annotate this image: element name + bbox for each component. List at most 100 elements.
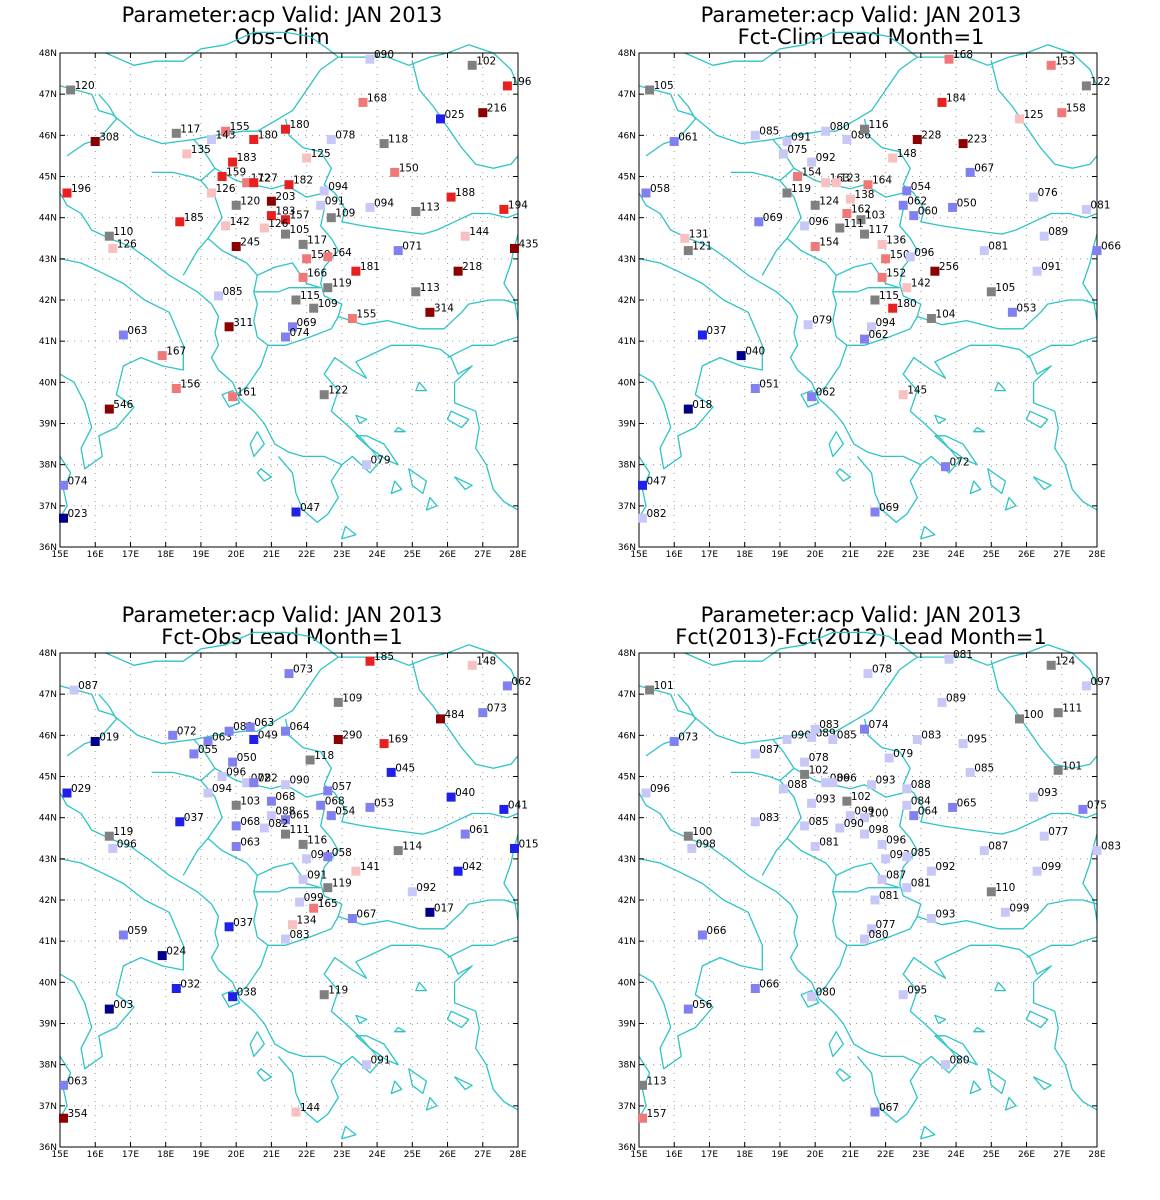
station-marker bbox=[231, 821, 241, 831]
station-value-label: 037 bbox=[233, 917, 253, 929]
station-value-label: 068 bbox=[275, 791, 295, 803]
station-value-label: 069 bbox=[879, 502, 899, 514]
station-marker bbox=[502, 81, 512, 91]
station-value-label: 115 bbox=[879, 290, 899, 302]
station-value-label: 119 bbox=[332, 278, 352, 290]
lon-tick-label: 21E bbox=[263, 550, 280, 560]
lat-tick-label: 45N bbox=[618, 173, 636, 183]
station-marker bbox=[365, 54, 375, 64]
station-marker bbox=[979, 846, 989, 856]
station-marker bbox=[821, 178, 831, 188]
map-panel: Parameter:acp Valid: JAN 2013 Fct-Clim L… bbox=[581, 0, 1141, 590]
station-marker bbox=[242, 778, 252, 788]
station-marker bbox=[228, 992, 238, 1002]
station-value-label: 131 bbox=[689, 228, 709, 240]
station-value-label: 024 bbox=[166, 946, 186, 958]
station-value-label: 120 bbox=[240, 195, 260, 207]
station-marker bbox=[411, 207, 421, 216]
station-marker bbox=[266, 211, 276, 221]
station-marker bbox=[870, 1107, 880, 1117]
station-marker bbox=[807, 157, 817, 167]
station-marker bbox=[407, 887, 417, 897]
lat-tick-label: 38N bbox=[618, 461, 636, 471]
station-value-label: 061 bbox=[678, 132, 698, 144]
map-canvas: 15E 16E 17E 18E 19E 20E 21E 22E 23E 24E 25E 26E 27E 2… bbox=[618, 31, 1121, 560]
station-marker bbox=[750, 130, 760, 140]
station-value-label: 093 bbox=[816, 793, 836, 805]
station-value-label: 166 bbox=[307, 267, 327, 279]
station-value-label: 062 bbox=[869, 329, 889, 341]
station-value-label: 110 bbox=[113, 226, 133, 238]
station-value-label: 073 bbox=[487, 703, 507, 715]
lon-tick-label: 19E bbox=[192, 550, 209, 560]
station-marker bbox=[66, 85, 76, 95]
station-value-label: 118 bbox=[314, 750, 334, 762]
station-value-label: 154 bbox=[802, 167, 822, 179]
station-marker bbox=[1046, 60, 1056, 70]
station-marker bbox=[926, 914, 936, 923]
station-value-label: 067 bbox=[356, 909, 376, 921]
station-value-label: 078 bbox=[872, 664, 892, 676]
station-marker bbox=[810, 200, 820, 210]
lat-tick-label: 36N bbox=[39, 543, 57, 553]
station-value-label: 069 bbox=[297, 317, 317, 329]
station-value-label: 067 bbox=[974, 162, 994, 174]
station-marker bbox=[245, 722, 255, 732]
station-value-label: 038 bbox=[237, 987, 257, 999]
station-marker bbox=[171, 984, 181, 993]
station-marker bbox=[860, 934, 869, 944]
station-marker bbox=[326, 811, 336, 821]
station-value-label: 081 bbox=[988, 241, 1008, 253]
station-value-label: 203 bbox=[275, 191, 295, 203]
station-marker bbox=[390, 167, 400, 177]
lon-tick-label: 22E bbox=[298, 1150, 315, 1160]
station-marker bbox=[305, 755, 315, 765]
station-marker bbox=[362, 460, 371, 470]
station-value-label: 105 bbox=[654, 80, 674, 92]
station-marker bbox=[323, 786, 333, 796]
station-marker bbox=[323, 252, 333, 262]
station-marker bbox=[62, 188, 72, 198]
station-marker bbox=[157, 351, 167, 361]
station-marker bbox=[641, 188, 651, 198]
lon-tick-label: 23E bbox=[912, 1150, 929, 1160]
station-marker bbox=[266, 796, 276, 806]
station-value-label: 119 bbox=[791, 183, 811, 195]
station-marker bbox=[902, 283, 912, 293]
station-marker bbox=[1029, 192, 1039, 202]
lat-tick-label: 42N bbox=[39, 896, 57, 906]
station-marker bbox=[182, 149, 192, 159]
lon-tick-label: 21E bbox=[842, 550, 859, 560]
station-marker bbox=[1081, 681, 1091, 691]
station-marker bbox=[365, 656, 375, 666]
station-marker bbox=[379, 139, 389, 149]
station-marker bbox=[436, 714, 445, 724]
station-value-label: 120 bbox=[75, 80, 95, 92]
station-value-label: 123 bbox=[840, 173, 860, 185]
station-marker bbox=[242, 178, 252, 188]
station-value-label: 159 bbox=[226, 167, 246, 179]
station-marker bbox=[807, 992, 817, 1002]
lon-tick-label: 26E bbox=[439, 550, 456, 560]
lon-tick-label: 22E bbox=[877, 1150, 894, 1160]
lat-tick-label: 40N bbox=[618, 378, 636, 388]
station-value-label: 066 bbox=[1101, 241, 1121, 253]
lon-tick-label: 15E bbox=[51, 1150, 68, 1160]
lon-tick-label: 28E bbox=[509, 1150, 526, 1160]
map-panel: Parameter:acp Valid: JAN 2013 Obs-Clim 1… bbox=[2, 0, 562, 590]
station-marker bbox=[736, 351, 746, 361]
station-value-label: 099 bbox=[854, 806, 874, 818]
station-value-label: 124 bbox=[819, 195, 839, 207]
station-marker bbox=[446, 792, 456, 802]
station-marker bbox=[217, 772, 227, 781]
panel-title: Parameter:acp Valid: JAN 2013 bbox=[121, 3, 443, 27]
station-value-label: 111 bbox=[844, 218, 864, 230]
axis-ticks: 15E 16E 17E 18E 19E 20E 21E 22E 23E 24E 25E 26E 27E 2… bbox=[39, 49, 527, 560]
lon-tick-label: 16E bbox=[666, 550, 683, 560]
lon-tick-label: 18E bbox=[736, 1150, 753, 1160]
station-value-label: 029 bbox=[71, 783, 91, 795]
lat-tick-label: 36N bbox=[618, 543, 636, 553]
station-marker bbox=[281, 332, 290, 342]
station-value-label: 164 bbox=[872, 175, 892, 187]
lat-tick-label: 48N bbox=[618, 49, 636, 59]
